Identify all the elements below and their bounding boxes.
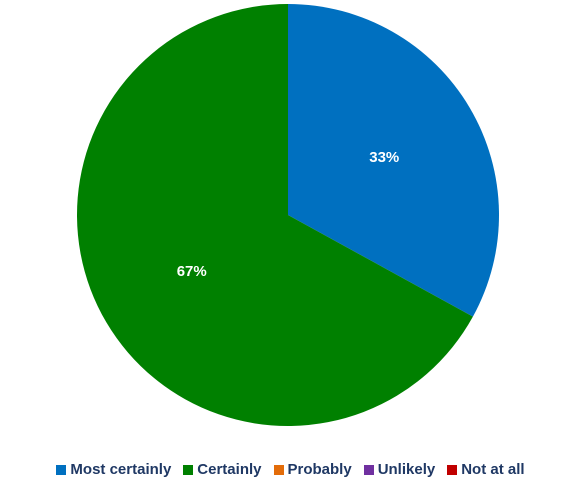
pie-slice-most-certainly [288, 4, 499, 317]
legend-swatch-most-certainly [56, 464, 67, 475]
data-label-certainly: 67% [177, 263, 207, 280]
legend-label-unlikely: Unlikely [377, 461, 436, 478]
legend-swatch-not-at-all [447, 464, 458, 475]
legend-swatch-certainly [183, 464, 194, 475]
legend-swatch-unlikely [363, 464, 374, 475]
legend-label-probably: Probably [287, 461, 352, 478]
pie-slice-certainly [76, 4, 473, 426]
legend-item-probably: Probably [273, 461, 352, 478]
legend-item-unlikely: Unlikely [363, 461, 436, 478]
legend-item-certainly: Certainly [183, 461, 262, 478]
legend-item-not-at-all: Not at all [447, 461, 525, 478]
legend-label-most-certainly: Most certainly [70, 461, 172, 478]
legend-label-certainly: Certainly [197, 461, 262, 478]
data-label-most-certainly: 33% [369, 149, 399, 166]
legend-swatch-probably [273, 464, 284, 475]
legend-label-not-at-all: Not at all [461, 461, 525, 478]
legend: Most certainly Certainly Probably Unlikely N… [0, 461, 581, 478]
legend-item-most-certainly: Most certainly [56, 461, 171, 478]
